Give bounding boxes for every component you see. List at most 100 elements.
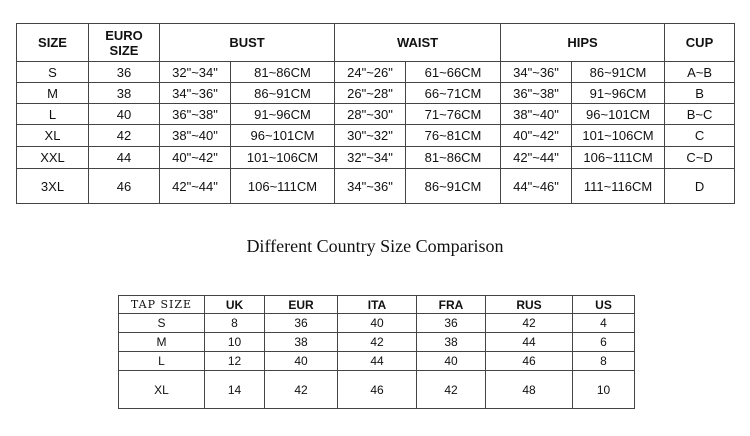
table-cell: M xyxy=(16,82,89,104)
table-cell: 71~76CM xyxy=(405,103,502,125)
table-cell: L xyxy=(16,103,89,125)
table-cell: 26"~28" xyxy=(334,82,407,104)
table-cell: 40 xyxy=(264,351,338,371)
table-cell: B xyxy=(664,82,736,104)
table-cell: 44 xyxy=(88,146,160,169)
table-cell: 42"~44" xyxy=(500,146,573,169)
table-row: L 12 40 44 40 46 8 xyxy=(118,351,635,371)
table-cell: 40"~42" xyxy=(500,124,573,147)
table-cell: 36 xyxy=(416,313,486,333)
table-cell: 44"~46" xyxy=(500,168,573,204)
table-cell: 8 xyxy=(204,313,265,333)
table-cell: 46 xyxy=(337,370,417,409)
table-cell: 10 xyxy=(204,332,265,352)
table-cell: 40 xyxy=(88,103,160,125)
table-cell: 81~86CM xyxy=(405,146,502,169)
table-row: M 38 34"~36" 86~91CM 26"~28" 66~71CM 36"~38" 91… xyxy=(16,82,736,104)
table-cell: 86~91CM xyxy=(571,61,666,83)
header-euro-size: EURO SIZE xyxy=(88,23,160,62)
table-row: S 8 36 40 36 42 4 xyxy=(118,313,635,333)
table-cell: 32"~34" xyxy=(159,61,231,83)
table-row: XL 42 38"~40" 96~101CM 30"~32" 76~81CM 40"~42"… xyxy=(16,124,736,147)
table-cell: 32"~34" xyxy=(334,146,407,169)
table-cell: 46 xyxy=(88,168,160,204)
table-cell: 30"~32" xyxy=(334,124,407,147)
table-cell: 3XL xyxy=(16,168,89,204)
table-row: XL 14 42 46 42 48 10 xyxy=(118,370,635,409)
table-cell: XL xyxy=(16,124,89,147)
table-cell: 38"~40" xyxy=(500,103,573,125)
table-cell: 34"~36" xyxy=(500,61,573,83)
table-cell: 86~91CM xyxy=(405,168,502,204)
country-size-comparison-table: TAP SIZE UK EUR ITA FRA RUS US S 8 36 40 36 42 4 M 10 3… xyxy=(118,295,635,409)
header-eur: EUR xyxy=(264,295,338,314)
table-cell: 42 xyxy=(337,332,417,352)
header-tap-size: TAP SIZE xyxy=(118,295,205,314)
table-cell: 36"~38" xyxy=(500,82,573,104)
table-cell: 91~96CM xyxy=(229,103,336,125)
table-row: XXL 44 40"~42" 101~106CM 32"~34" 81~86CM 42"~4… xyxy=(16,146,736,169)
table-cell: 61~66CM xyxy=(405,61,502,83)
table-cell: 96~101CM xyxy=(571,103,666,125)
header-us: US xyxy=(572,295,635,314)
table-cell: 44 xyxy=(337,351,417,371)
comparison-title: Different Country Size Comparison xyxy=(246,236,504,256)
table-cell: 91~96CM xyxy=(571,82,666,104)
table-cell: 86~91CM xyxy=(229,82,336,104)
table-cell: C~D xyxy=(664,146,736,169)
header-row: TAP SIZE UK EUR ITA FRA RUS US xyxy=(118,295,635,314)
table-cell: 6 xyxy=(572,332,635,352)
table-cell: 8 xyxy=(572,351,635,371)
table-cell: 106~111CM xyxy=(571,146,666,169)
table-cell: 106~111CM xyxy=(229,168,336,204)
header-size: SIZE xyxy=(16,23,89,62)
table-cell: 36 xyxy=(264,313,338,333)
table-cell: 44 xyxy=(485,332,573,352)
table-cell: 40 xyxy=(337,313,417,333)
table-row: S 36 32"~34" 81~86CM 24"~26" 61~66CM 34"~36" 86… xyxy=(16,61,736,83)
table-cell: 76~81CM xyxy=(405,124,502,147)
table-cell: B~C xyxy=(664,103,736,125)
table-cell: 101~106CM xyxy=(571,124,666,147)
table-cell: XL xyxy=(118,370,205,409)
table-cell: 42 xyxy=(485,313,573,333)
table-cell: S xyxy=(118,313,205,333)
header-waist: WAIST xyxy=(334,23,502,62)
table-cell: 36"~38" xyxy=(159,103,231,125)
header-cup: CUP xyxy=(664,23,736,62)
table-cell: 42 xyxy=(264,370,338,409)
table-cell: 14 xyxy=(204,370,265,409)
table-cell: 48 xyxy=(485,370,573,409)
table-cell: M xyxy=(118,332,205,352)
table-cell: 38"~40" xyxy=(159,124,231,147)
table-cell: XXL xyxy=(16,146,89,169)
header-uk: UK xyxy=(204,295,265,314)
header-bust: BUST xyxy=(158,23,336,62)
table-cell: 81~86CM xyxy=(229,61,336,83)
table-cell: 34"~36" xyxy=(334,168,407,204)
table-cell: 38 xyxy=(88,82,160,104)
table-cell: L xyxy=(118,351,205,371)
table-cell: 42"~44" xyxy=(159,168,231,204)
size-chart-table: SIZE EURO SIZE BUST WAIST HIPS CUP S 36 32… xyxy=(16,23,736,204)
header-hips: HIPS xyxy=(500,23,666,62)
table-cell: D xyxy=(664,168,736,204)
table-cell: 38 xyxy=(264,332,338,352)
header-ita: ITA xyxy=(337,295,417,314)
table-cell: 66~71CM xyxy=(405,82,502,104)
table-cell: 42 xyxy=(88,124,160,147)
table-row: M 10 38 42 38 44 6 xyxy=(118,332,635,352)
table-cell: 24"~26" xyxy=(334,61,407,83)
table-cell: 40"~42" xyxy=(159,146,231,169)
table-cell: 36 xyxy=(88,61,160,83)
table-cell: 10 xyxy=(572,370,635,409)
table-cell: S xyxy=(16,61,89,83)
table-cell: 38 xyxy=(416,332,486,352)
header-rus: RUS xyxy=(485,295,573,314)
table-cell: 40 xyxy=(416,351,486,371)
header-row: SIZE EURO SIZE BUST WAIST HIPS CUP xyxy=(16,23,736,62)
table-cell: 4 xyxy=(572,313,635,333)
table-row: L 40 36"~38" 91~96CM 28"~30" 71~76CM 38"~40" 96… xyxy=(16,103,736,125)
table-cell: 111~116CM xyxy=(571,168,666,204)
header-fra: FRA xyxy=(416,295,486,314)
